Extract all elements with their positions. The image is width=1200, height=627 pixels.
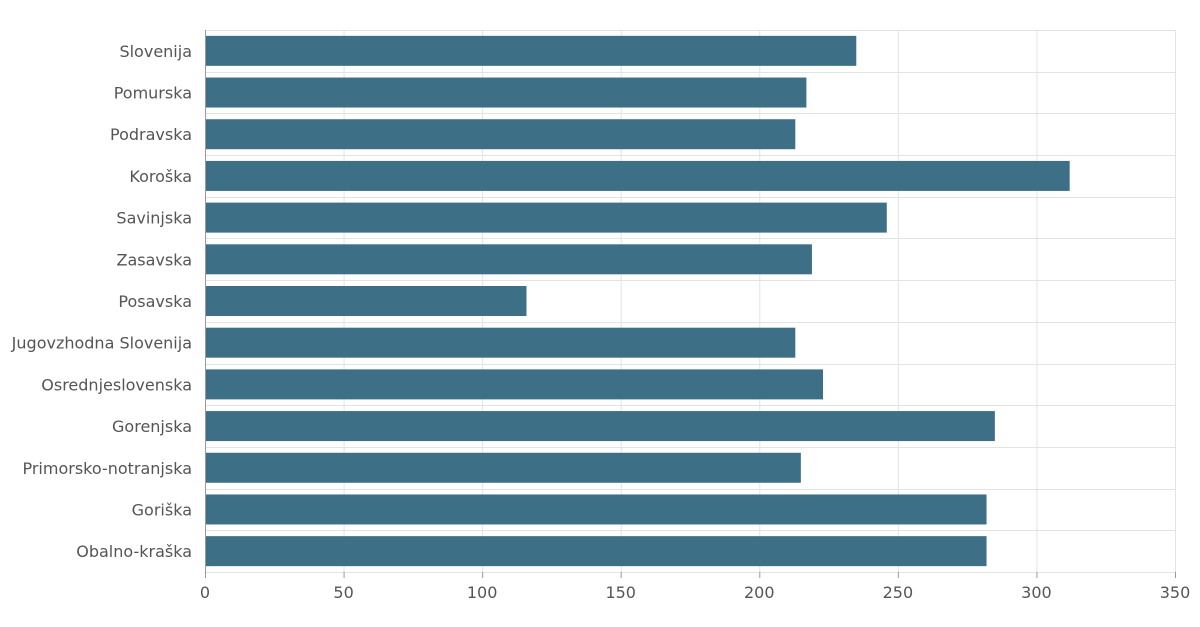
axes (205, 30, 1176, 578)
category-labels: Slovenija Pomurska Podravska Koroška Savinjs… (11, 42, 192, 561)
category-label: Posavska (118, 292, 192, 311)
bar[interactable] (206, 411, 995, 442)
bar[interactable] (206, 369, 824, 400)
category-label: Zasavska (117, 250, 193, 269)
category-label: Savinjska (116, 209, 192, 228)
x-tick-label: 150 (605, 583, 636, 602)
category-label: Koroška (129, 167, 192, 186)
category-label: Podravska (110, 125, 192, 144)
bar[interactable] (206, 244, 812, 275)
bar[interactable] (206, 536, 987, 567)
category-label: Gorenjska (112, 417, 192, 436)
x-tick-label: 350 (1160, 583, 1191, 602)
category-label: Pomurska (114, 84, 192, 103)
bars (206, 35, 1070, 567)
x-tick-label: 100 (467, 583, 498, 602)
x-tick-label: 300 (1021, 583, 1052, 602)
bar[interactable] (206, 327, 796, 358)
bar[interactable] (206, 452, 801, 483)
bar[interactable] (206, 119, 796, 150)
bar[interactable] (206, 77, 807, 108)
category-label: Obalno-kraška (76, 542, 192, 561)
grid (205, 30, 1176, 573)
bar[interactable] (206, 494, 987, 525)
category-label: Jugovzhodna Slovenija (11, 334, 192, 353)
bar[interactable] (206, 35, 857, 66)
x-tick-labels: 0 50 100 150 200 250 300 350 (200, 583, 1190, 602)
bar[interactable] (206, 160, 1070, 191)
x-tick-label: 0 (200, 583, 210, 602)
category-label: Osrednjeslovenska (41, 375, 192, 394)
category-label: Primorsko-notranjska (22, 459, 192, 478)
x-tick-label: 200 (744, 583, 775, 602)
category-label: Goriška (132, 500, 192, 519)
category-label: Slovenija (119, 42, 192, 61)
bar[interactable] (206, 286, 527, 316)
bar[interactable] (206, 202, 887, 233)
x-tick-label: 250 (883, 583, 914, 602)
x-tick-label: 50 (333, 583, 353, 602)
